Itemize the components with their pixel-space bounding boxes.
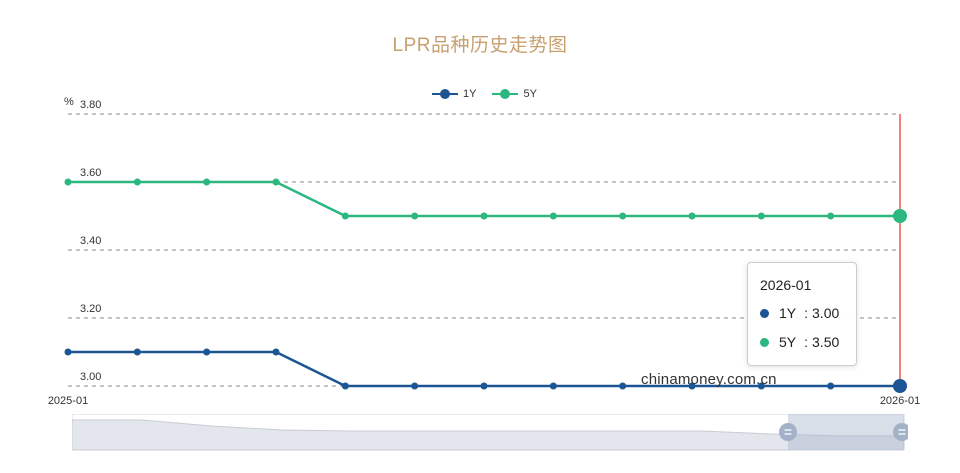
tooltip: 2026-01 1Y : 3.00 5Y : 3.50 xyxy=(747,262,857,366)
tooltip-1y-sep: : xyxy=(804,305,809,321)
data-point-1y[interactable] xyxy=(549,382,557,390)
data-point-5y[interactable] xyxy=(64,178,72,186)
x-tick-label: 2025-01 xyxy=(48,395,88,407)
tooltip-5y-dot-icon xyxy=(760,337,769,347)
data-point-5y[interactable] xyxy=(619,212,627,220)
data-point-5y[interactable] xyxy=(480,212,488,220)
data-point-1y[interactable] xyxy=(272,348,280,356)
data-point-5y[interactable] xyxy=(893,209,907,223)
data-point-5y[interactable] xyxy=(757,212,765,220)
legend-item-5y[interactable]: 5Y xyxy=(492,88,537,100)
data-point-1y[interactable] xyxy=(341,382,349,390)
legend-1y-label: 1Y xyxy=(463,88,477,100)
data-zoom-left-handle-icon[interactable] xyxy=(779,423,797,441)
data-zoom-right-handle-icon[interactable] xyxy=(893,423,908,441)
legend-item-1y[interactable]: 1Y xyxy=(432,88,476,100)
data-point-5y[interactable] xyxy=(133,178,141,186)
data-point-1y[interactable] xyxy=(827,382,835,390)
tooltip-row-5y: 5Y : 3.50 xyxy=(760,334,844,350)
tooltip-5y-sep: : xyxy=(804,334,809,350)
y-tick-label: 3.40 xyxy=(80,235,101,247)
data-zoom-slider[interactable] xyxy=(72,414,908,454)
data-point-5y[interactable] xyxy=(411,212,419,220)
tooltip-1y-dot-icon xyxy=(760,308,769,318)
data-point-5y[interactable] xyxy=(272,178,280,186)
data-point-1y[interactable] xyxy=(64,348,72,356)
data-point-1y[interactable] xyxy=(757,382,765,390)
data-point-1y[interactable] xyxy=(411,382,419,390)
data-point-1y[interactable] xyxy=(688,382,696,390)
data-point-5y[interactable] xyxy=(827,212,835,220)
y-axis-unit: % xyxy=(64,96,74,108)
legend-1y-marker-icon xyxy=(432,88,458,100)
data-point-1y[interactable] xyxy=(619,382,627,390)
tooltip-title: 2026-01 xyxy=(760,277,812,293)
y-tick-label: 3.60 xyxy=(80,167,101,179)
series-line-5y xyxy=(68,180,900,218)
data-point-5y[interactable] xyxy=(688,212,696,220)
data-point-1y[interactable] xyxy=(203,348,211,356)
legend-5y-label: 5Y xyxy=(523,88,537,100)
data-zoom-selection[interactable] xyxy=(788,414,904,450)
data-point-5y[interactable] xyxy=(549,212,557,220)
tooltip-5y-name: 5Y xyxy=(779,334,797,350)
y-tick-label: 3.80 xyxy=(80,99,101,111)
legend: 1Y 5Y xyxy=(432,88,537,100)
watermark: chinamoney.com.cn xyxy=(641,371,777,388)
x-tick-label: 2026-01 xyxy=(880,395,920,407)
legend-5y-marker-icon xyxy=(492,88,519,100)
y-tick-label: 3.00 xyxy=(80,371,101,383)
tooltip-1y-value: 3.00 xyxy=(812,305,840,321)
data-point-1y[interactable] xyxy=(133,348,141,356)
y-tick-label: 3.20 xyxy=(80,303,101,315)
tooltip-5y-value: 3.50 xyxy=(812,334,840,350)
chart-title: LPR品种历史走势图 xyxy=(392,35,568,56)
data-zoom-preview-area xyxy=(72,419,905,451)
tooltip-1y-name: 1Y xyxy=(779,305,797,321)
tooltip-row-1y: 1Y : 3.00 xyxy=(760,305,844,321)
data-point-1y[interactable] xyxy=(480,382,488,390)
data-point-5y[interactable] xyxy=(203,178,211,186)
data-point-1y[interactable] xyxy=(893,379,907,393)
data-point-5y[interactable] xyxy=(341,212,349,220)
